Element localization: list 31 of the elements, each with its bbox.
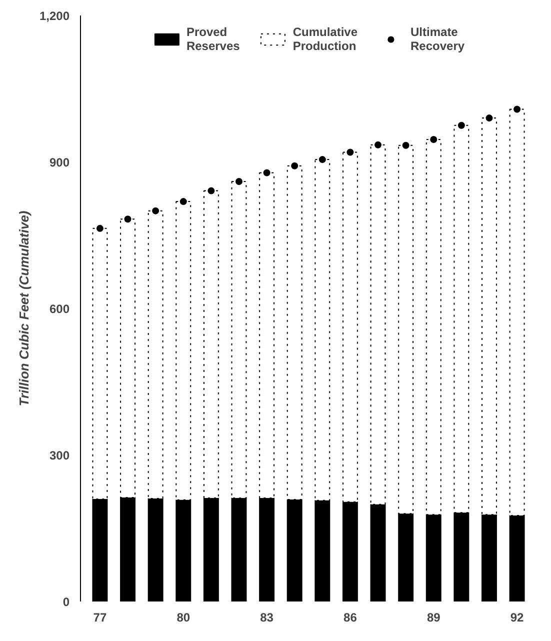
point [318, 156, 326, 164]
x-tick-label: 86 [344, 610, 358, 624]
x-tick-label: 83 [260, 610, 274, 624]
point [180, 198, 187, 206]
point [374, 141, 382, 148]
y-axis-title: Trillion Cubic Feet (Cumulative) [16, 210, 32, 406]
point [152, 207, 160, 214]
point [486, 114, 493, 122]
point [96, 224, 104, 232]
legend-label: Proved Reserves [186, 25, 240, 53]
y-tick-label: 900 [49, 156, 70, 170]
point [514, 106, 521, 113]
y-tick-label: 0 [62, 595, 70, 609]
legend-label: Cumulative Production [292, 25, 358, 53]
y-tick-label: 1,200 [39, 9, 70, 23]
point [430, 136, 438, 144]
x-tick-label: 92 [510, 610, 524, 624]
point [208, 187, 215, 194]
point [124, 216, 132, 223]
point [402, 142, 410, 149]
legend-label: Ultimate Recovery [410, 25, 465, 53]
y-tick-label: 300 [49, 448, 70, 462]
x-tick-label: 89 [426, 610, 441, 624]
point [235, 178, 242, 186]
y-tick-label: 600 [49, 302, 70, 316]
point [263, 169, 270, 176]
x-tick-label: 77 [93, 610, 107, 624]
point [291, 162, 298, 170]
point [346, 148, 354, 156]
x-tick-label: 80 [176, 610, 190, 624]
point [458, 122, 465, 129]
